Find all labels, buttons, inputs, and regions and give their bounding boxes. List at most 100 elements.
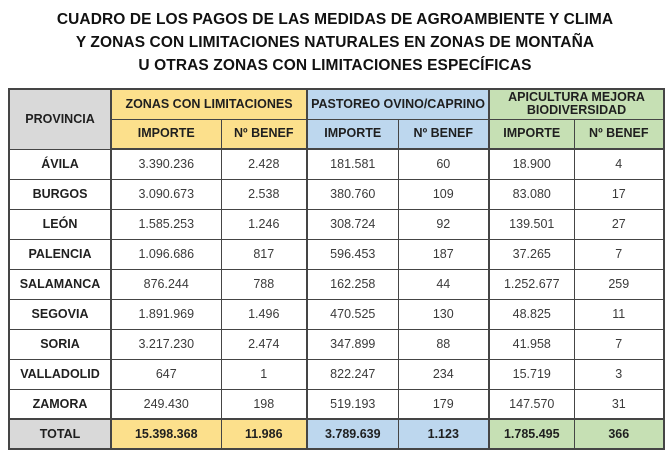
table-row: VALLADOLID 647 1 822.247 234 15.719 3 [8,358,665,390]
value-cell: 3.390.236 [110,148,222,180]
value-cell: 1.785.495 [488,418,575,450]
title-line-1: CUADRO DE LOS PAGOS DE LAS MEDIDAS DE AG… [56,11,614,28]
table-row: PALENCIA 1.096.686 817 596.453 187 37.265 7 [8,238,665,270]
province-cell: BURGOS [8,178,112,210]
column-header-importe: IMPORTE [110,118,222,150]
value-cell: 2.428 [220,148,308,180]
sub-header-row: IMPORTE Nº BENEF IMPORTE Nº BENEF IMPORT… [9,118,665,150]
column-header-num-benef: Nº BENEF [397,118,490,150]
value-cell: 37.265 [488,238,575,270]
column-header-importe: IMPORTE [306,118,399,150]
value-cell: 1.252.677 [488,268,575,300]
value-cell: 1 [220,358,308,390]
province-cell: LEÓN [8,208,112,240]
province-cell: SORIA [8,328,112,360]
province-cell: ÁVILA [8,148,112,180]
column-header-provincia: PROVINCIA [8,88,112,150]
value-cell: 1.096.686 [110,238,222,270]
value-cell: 41.958 [488,328,575,360]
column-header-importe: IMPORTE [488,118,575,150]
value-cell: 2.474 [220,328,308,360]
table-row: ÁVILA 3.390.236 2.428 181.581 60 18.900 4 [8,148,665,180]
value-cell: 7 [573,328,665,360]
value-cell: 4 [573,148,665,180]
value-cell: 48.825 [488,298,575,330]
title-line-3: U OTRAS ZONAS CON LIMITACIONES ESPECÍFIC… [138,57,532,74]
total-label: TOTAL [8,418,112,450]
province-cell: SEGOVIA [8,298,112,330]
value-cell: 822.247 [306,358,399,390]
title-line-2: Y ZONAS CON LIMITACIONES NATURALES EN ZO… [75,34,595,51]
value-cell: 249.430 [110,388,222,420]
province-cell: SALAMANCA [8,268,112,300]
value-cell: 60 [397,148,490,180]
value-cell: 11.986 [220,418,308,450]
report-title: CUADRO DE LOS PAGOS DE LAS MEDIDAS DE AG… [0,8,670,77]
value-cell: 817 [220,238,308,270]
value-cell: 11 [573,298,665,330]
table-row: BURGOS 3.090.673 2.538 380.760 109 83.080 17 [8,178,665,210]
table-body: ÁVILA 3.390.236 2.428 181.581 60 18.900 4 BURGO… [8,148,665,450]
value-cell: 596.453 [306,238,399,270]
value-cell: 31 [573,388,665,420]
value-cell: 88 [397,328,490,360]
group-header-row: PROVINCIA ZONAS CON LIMITACIONES PASTORE… [8,88,665,150]
value-cell: 18.900 [488,148,575,180]
value-cell: 15.719 [488,358,575,390]
value-cell: 130 [397,298,490,330]
value-cell: 147.570 [488,388,575,420]
value-cell: 27 [573,208,665,240]
table-row: LEÓN 1.585.253 1.246 308.724 92 139.501 27 [8,208,665,240]
province-cell: ZAMORA [8,388,112,420]
value-cell: 109 [397,178,490,210]
value-cell: 1.891.969 [110,298,222,330]
column-group-pastoreo: PASTOREO OVINO/CAPRINO [306,88,490,120]
value-cell: 788 [220,268,308,300]
value-cell: 308.724 [306,208,399,240]
table-header: PROVINCIA ZONAS CON LIMITACIONES PASTORE… [8,88,665,150]
value-cell: 2.538 [220,178,308,210]
value-cell: 876.244 [110,268,222,300]
value-cell: 1.496 [220,298,308,330]
value-cell: 139.501 [488,208,575,240]
value-cell: 234 [397,358,490,390]
payments-table: PROVINCIA ZONAS CON LIMITACIONES PASTORE… [8,88,666,450]
value-cell: 3.090.673 [110,178,222,210]
value-cell: 519.193 [306,388,399,420]
value-cell: 1.246 [220,208,308,240]
column-group-apicultura: APICULTURA MEJORA BIODIVERSIDAD [488,88,665,120]
value-cell: 470.525 [306,298,399,330]
value-cell: 162.258 [306,268,399,300]
value-cell: 3.789.639 [306,418,399,450]
province-cell: PALENCIA [8,238,112,270]
value-cell: 187 [397,238,490,270]
value-cell: 1.585.253 [110,208,222,240]
value-cell: 380.760 [306,178,399,210]
province-cell: VALLADOLID [8,358,112,390]
value-cell: 44 [397,268,490,300]
value-cell: 3 [573,358,665,390]
value-cell: 7 [573,238,665,270]
value-cell: 83.080 [488,178,575,210]
value-cell: 15.398.368 [110,418,222,450]
table-row: SALAMANCA 876.244 788 162.258 44 1.252.677 259 [8,268,665,300]
value-cell: 647 [110,358,222,390]
total-row: TOTAL 15.398.368 11.986 3.789.639 1.123 1.785… [8,418,665,450]
table-row: SORIA 3.217.230 2.474 347.899 88 41.958 7 [8,328,665,360]
value-cell: 259 [573,268,665,300]
value-cell: 3.217.230 [110,328,222,360]
value-cell: 17 [573,178,665,210]
column-group-zonas-limitaciones: ZONAS CON LIMITACIONES [109,88,308,120]
value-cell: 92 [397,208,490,240]
value-cell: 198 [220,388,308,420]
column-header-num-benef: Nº BENEF [220,118,308,150]
value-cell: 347.899 [306,328,399,360]
value-cell: 366 [573,418,665,450]
table-row: SEGOVIA 1.891.969 1.496 470.525 130 48.825 11 [8,298,665,330]
table-row: ZAMORA 249.430 198 519.193 179 147.570 31 [8,388,665,420]
value-cell: 179 [397,388,490,420]
column-header-num-benef: Nº BENEF [573,118,665,150]
value-cell: 181.581 [306,148,399,180]
value-cell: 1.123 [397,418,490,450]
